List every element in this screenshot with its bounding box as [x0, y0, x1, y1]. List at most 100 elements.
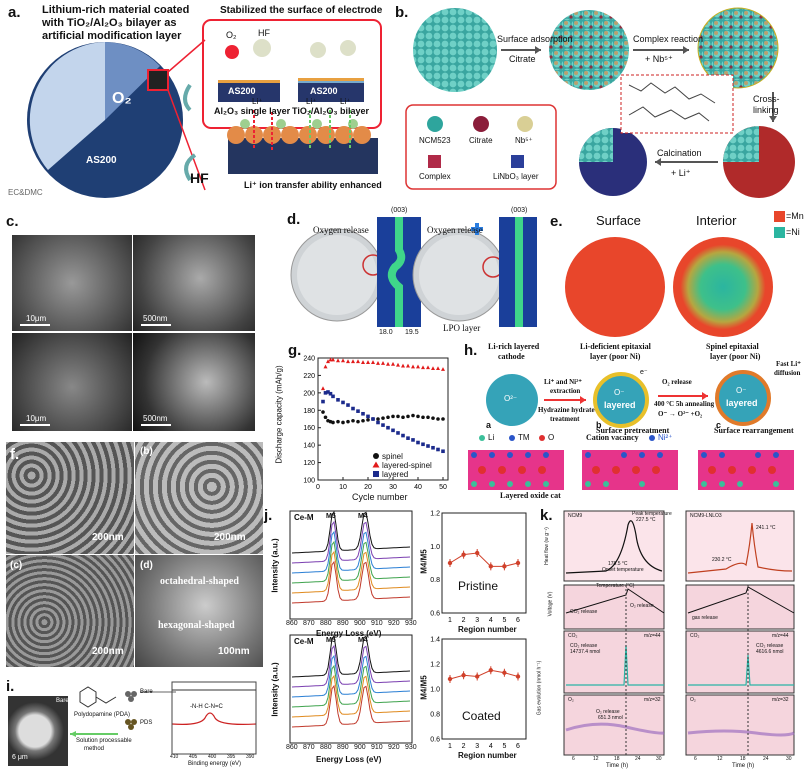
j-spectrum-line: [291, 634, 411, 678]
g-point-layered-spinel: [331, 357, 335, 362]
k-o2-release: O₂ release: [630, 603, 654, 609]
j-ratio-point: [502, 670, 507, 675]
i-tick-4: 395: [227, 754, 236, 760]
g-point-layered: [331, 394, 335, 399]
panel-h: h. Li-rich layered c a: [462, 340, 806, 505]
h-extract-1: Li⁺ and Ni²⁺: [544, 378, 582, 386]
as200-big-label: AS200: [86, 155, 117, 166]
g-point-spinel: [336, 419, 340, 424]
g-ytick-label: 180: [303, 408, 315, 415]
j-ratio-ytick: 0.6: [430, 611, 440, 618]
panel-c-label: c.: [6, 213, 19, 230]
g-point-layered-spinel: [361, 360, 365, 364]
h-fast-li-2: diffusion: [774, 369, 801, 377]
j-ratio-xtick: 1: [448, 743, 452, 750]
i-pds: PDS: [140, 720, 153, 726]
j-region-top: Region number: [458, 625, 517, 634]
g-point-layered-spinel: [321, 386, 325, 391]
sem-scale-4: 500nm: [143, 414, 168, 423]
g-point-layered: [351, 406, 355, 411]
panel-a-title-1: Lithium-rich material coated: [42, 4, 190, 16]
octahedral-label: octahedral-shaped: [160, 576, 239, 587]
li-ion-label-1: Li⁺: [252, 97, 263, 106]
h-annealing: 400 °C 5h annealing: [654, 400, 715, 408]
hf-molecule-label: HF: [258, 28, 270, 38]
k-ncm9: NCM9: [568, 513, 583, 519]
j-ratio-point: [515, 674, 521, 679]
g-point-layered-spinel: [376, 361, 380, 365]
panel-e: e. Surface Interior =Mn =Ni: [548, 205, 806, 340]
i-binding: Binding energy (eV): [188, 761, 242, 767]
g-legend-marker-spinel: [373, 453, 379, 459]
o2-big-label: O₂: [112, 90, 132, 107]
g-xtick-label: 10: [339, 484, 347, 491]
k-gas-release: gas release: [692, 615, 718, 621]
g-point-spinel: [386, 415, 390, 420]
g-point-layered: [416, 440, 420, 445]
k-voltage: Voltage (V): [547, 591, 554, 617]
g-legend-spinel: spinel: [382, 452, 403, 461]
k-time-tick: 6: [572, 756, 575, 762]
j-ratio-xtick: 4: [489, 617, 493, 624]
j-ratio-line: [449, 669, 519, 680]
j-spectrum-line: [291, 510, 411, 554]
f-scale-4: 100nm: [218, 646, 250, 657]
i-solution-2: method: [84, 746, 105, 752]
j-energy-tick: 880: [320, 620, 332, 627]
h-electron: e⁻: [640, 369, 648, 376]
j-energy-tick: 900: [354, 744, 366, 751]
k-mz32-b: m/z=32: [772, 697, 789, 703]
j-ratio-point: [502, 564, 507, 569]
g-point-spinel: [351, 418, 355, 423]
j-coated: Coated: [462, 709, 501, 723]
g-point-layered-spinel: [323, 364, 328, 369]
h-layered-oxide: Layered oxide cat: [500, 491, 561, 500]
panel-d: d. Oxygen release Oxygen release (003) (…: [285, 205, 545, 340]
g-point-spinel: [323, 415, 328, 420]
g-legend-layered: layered: [382, 470, 409, 479]
j-ratio-line: [449, 552, 519, 567]
panel-g: g. 0 10 20 30 40 50 100 120 140 160 180 200 220 240 C…: [270, 340, 460, 505]
k-o2: O₂: [568, 697, 574, 703]
g-point-layered-spinel: [351, 359, 355, 364]
h-o2-release: O₂ release: [662, 378, 692, 386]
g-ylabel: Discharge capacity (mAh/g): [274, 365, 284, 464]
j-xlabel-bot: Energy Loss (eV): [316, 755, 382, 764]
g-point-spinel: [376, 417, 380, 421]
g-point-layered-spinel: [386, 361, 390, 366]
g-xtick-label: 0: [316, 484, 320, 491]
g-point-layered: [431, 445, 435, 450]
g-point-layered: [406, 436, 410, 440]
j-spectrum-line: [291, 654, 411, 698]
g-point-layered: [441, 449, 445, 454]
k-co2-release: CO₂ release: [570, 609, 598, 615]
g-xlabel: Cycle number: [352, 492, 408, 502]
k-o2-amount-2: 651.3 nmol: [598, 715, 623, 721]
panel-j-label: j.: [264, 507, 273, 524]
panel-a: a. Lithium-rich material coated with TiO…: [0, 0, 385, 200]
j-ratio-ytick: 0.6: [430, 737, 440, 744]
g-point-spinel: [441, 417, 445, 421]
panel-a-label: a.: [8, 4, 21, 21]
k-time-tick: 12: [593, 756, 599, 762]
oxygen-release-label-2: Oxygen release: [427, 225, 483, 235]
sem-f-2: [135, 442, 263, 554]
j-ratio-point: [447, 676, 453, 682]
h-ni-plus: Ni²⁺: [658, 433, 673, 442]
g-point-layered: [326, 390, 330, 394]
j-energy-tick: 860: [286, 620, 298, 627]
k-co2-amount-3: CO₂ release: [756, 643, 784, 649]
k-heat-flow: Heat flow (w g⁻¹): [543, 527, 550, 565]
j-xlabel-top: Energy Loss (eV): [316, 629, 382, 638]
g-point-layered-spinel: [336, 358, 340, 363]
i-sem-sphere: [8, 696, 68, 766]
g-point-spinel: [346, 419, 350, 424]
g-xtick-label: 50: [439, 484, 447, 491]
h-sphere-a-text: O²⁻: [504, 394, 518, 403]
i-solution-1: Solution processable: [76, 738, 132, 744]
h-cation-vacancy: Cation vacancy: [586, 433, 639, 442]
g-point-layered: [336, 398, 340, 402]
nb-arrow-label: + Nb⁵⁺: [645, 54, 673, 64]
g-point-layered: [321, 399, 325, 404]
g-point-layered: [436, 447, 440, 452]
